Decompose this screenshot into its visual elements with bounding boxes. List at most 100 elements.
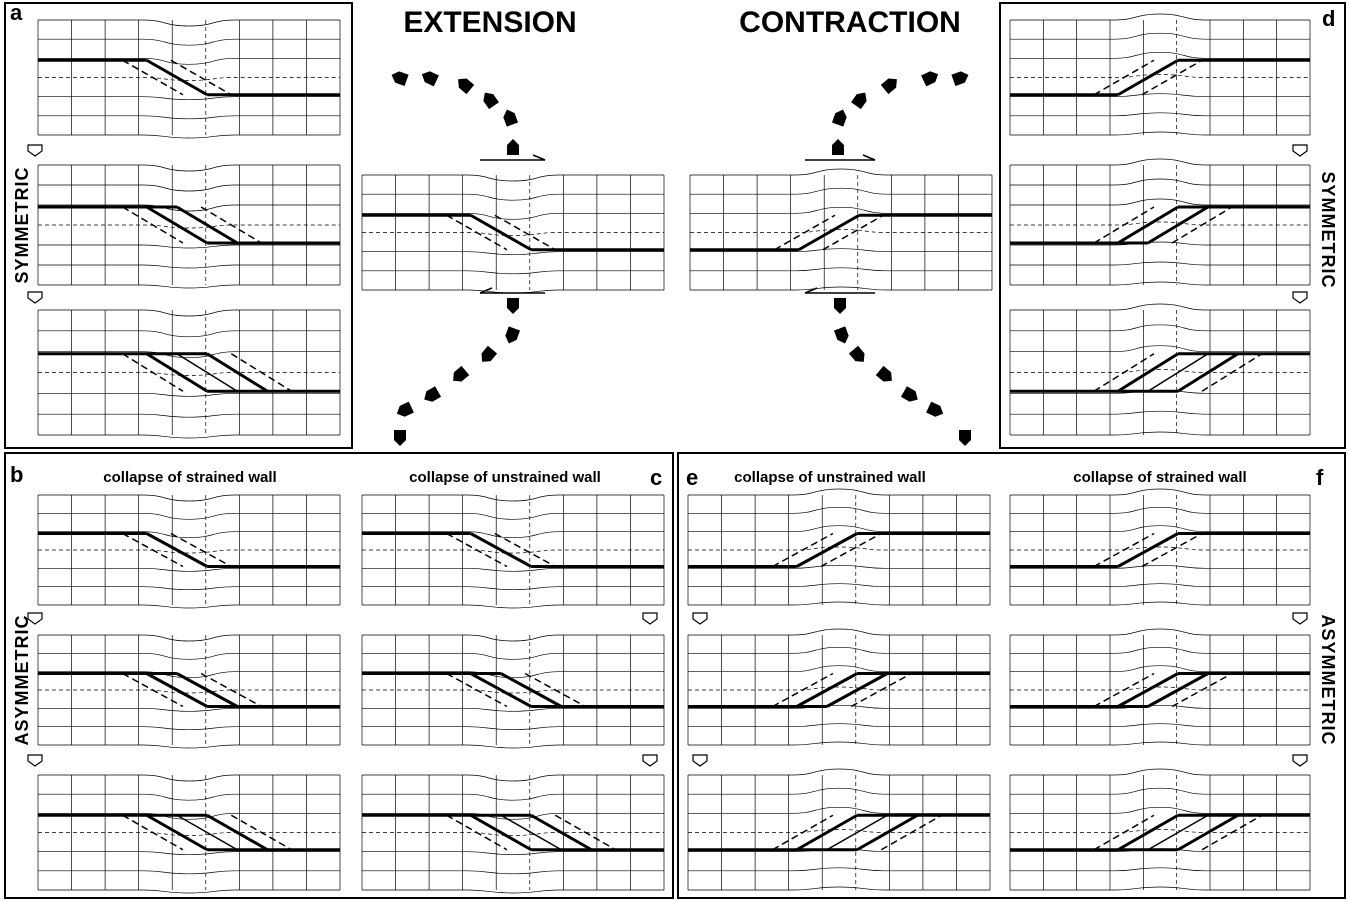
grid-line — [1010, 723, 1310, 728]
grid-line — [362, 793, 664, 801]
grid-line — [362, 567, 664, 572]
grid-line — [362, 889, 664, 894]
fault — [1147, 814, 1209, 851]
caption: collapse of strained wall — [103, 469, 276, 486]
panel-label: e — [686, 465, 698, 490]
grid-line — [688, 665, 990, 673]
grid-line — [38, 889, 340, 894]
motion-arrow — [880, 78, 897, 95]
grid-line — [1010, 51, 1310, 59]
grid-line — [362, 604, 664, 609]
grid-line — [1010, 324, 1310, 332]
heading-contraction: CONTRACTION — [739, 6, 961, 39]
step-arrow — [27, 291, 43, 304]
motion-arrow — [394, 430, 406, 446]
grid-line — [38, 19, 340, 27]
fault-dashed — [446, 672, 508, 708]
motion-arrow — [391, 71, 409, 87]
fault — [826, 672, 889, 708]
fault — [470, 672, 532, 708]
grid-line — [690, 229, 992, 233]
grid-line — [1010, 431, 1310, 436]
grid-line — [1010, 241, 1310, 246]
grid-line — [38, 652, 340, 660]
fault-dashed — [446, 532, 508, 568]
grid-line — [1010, 198, 1310, 206]
fault — [796, 532, 858, 568]
fault — [1177, 352, 1239, 393]
grid-line — [362, 832, 664, 836]
grid-line — [38, 330, 340, 338]
side-label: ASYMMETRIC — [12, 615, 32, 746]
fault-dashed — [772, 532, 834, 568]
fault — [1117, 205, 1179, 245]
fault — [530, 813, 593, 852]
fault — [176, 205, 239, 245]
fault-dashed — [524, 672, 586, 708]
fault — [176, 353, 238, 392]
fault — [176, 672, 239, 708]
box-d — [999, 2, 1346, 449]
grid-line — [688, 723, 990, 728]
grid-line — [1010, 665, 1310, 673]
grid-line — [688, 686, 990, 691]
grid-line — [1010, 787, 1310, 795]
grid-line — [38, 604, 340, 609]
grid-line — [1010, 741, 1310, 746]
grid-line — [38, 309, 340, 317]
grid-line — [38, 284, 340, 289]
grid-line — [1010, 345, 1310, 353]
motion-arrow — [424, 386, 442, 402]
fault — [1010, 205, 1310, 245]
grid-line — [362, 232, 664, 236]
grid-line — [688, 525, 990, 533]
grid-line — [1010, 488, 1310, 496]
fault — [362, 213, 664, 252]
fault — [38, 58, 340, 97]
fault — [826, 814, 888, 851]
grid-line — [362, 851, 664, 856]
grid-line — [690, 187, 992, 195]
grid-line — [1010, 261, 1310, 266]
motion-arrow — [900, 386, 918, 402]
grid-line — [688, 829, 990, 833]
step-arrow — [692, 612, 708, 625]
fault-dashed — [494, 532, 556, 568]
grid-line — [1010, 221, 1310, 226]
grid-line — [38, 726, 340, 731]
grid-line — [362, 549, 664, 554]
panel-label: c — [650, 465, 662, 490]
grid-line — [690, 267, 992, 272]
fault — [145, 813, 208, 852]
motion-arrow — [951, 71, 969, 87]
fault — [795, 813, 858, 852]
grid-line — [1010, 583, 1310, 588]
motion-arrow — [507, 298, 519, 314]
fault — [797, 213, 860, 252]
grid-line — [1010, 74, 1310, 78]
fault-dashed — [1201, 353, 1263, 392]
fault-dashed — [880, 814, 943, 851]
grid-line — [362, 193, 664, 201]
fault-dashed — [1141, 59, 1203, 96]
step-arrow — [27, 144, 43, 157]
motion-arrow — [832, 139, 844, 155]
grid-line — [362, 634, 664, 642]
grid-line — [38, 164, 340, 172]
fault-dashed — [1093, 814, 1155, 851]
fault-dashed — [122, 814, 184, 851]
grid-line — [688, 806, 990, 814]
fault-dashed — [1201, 814, 1263, 851]
fault-dashed — [446, 814, 508, 851]
caption: collapse of strained wall — [1073, 469, 1246, 486]
grid-line — [1010, 178, 1310, 186]
grid-line — [1010, 564, 1310, 569]
grid-line — [38, 224, 340, 229]
fault-dashed — [230, 814, 293, 851]
fault — [500, 814, 562, 851]
grid-line — [38, 549, 340, 554]
grid-line — [38, 494, 340, 502]
fault — [856, 813, 919, 852]
fault — [1147, 353, 1209, 392]
grid-line — [362, 494, 664, 502]
